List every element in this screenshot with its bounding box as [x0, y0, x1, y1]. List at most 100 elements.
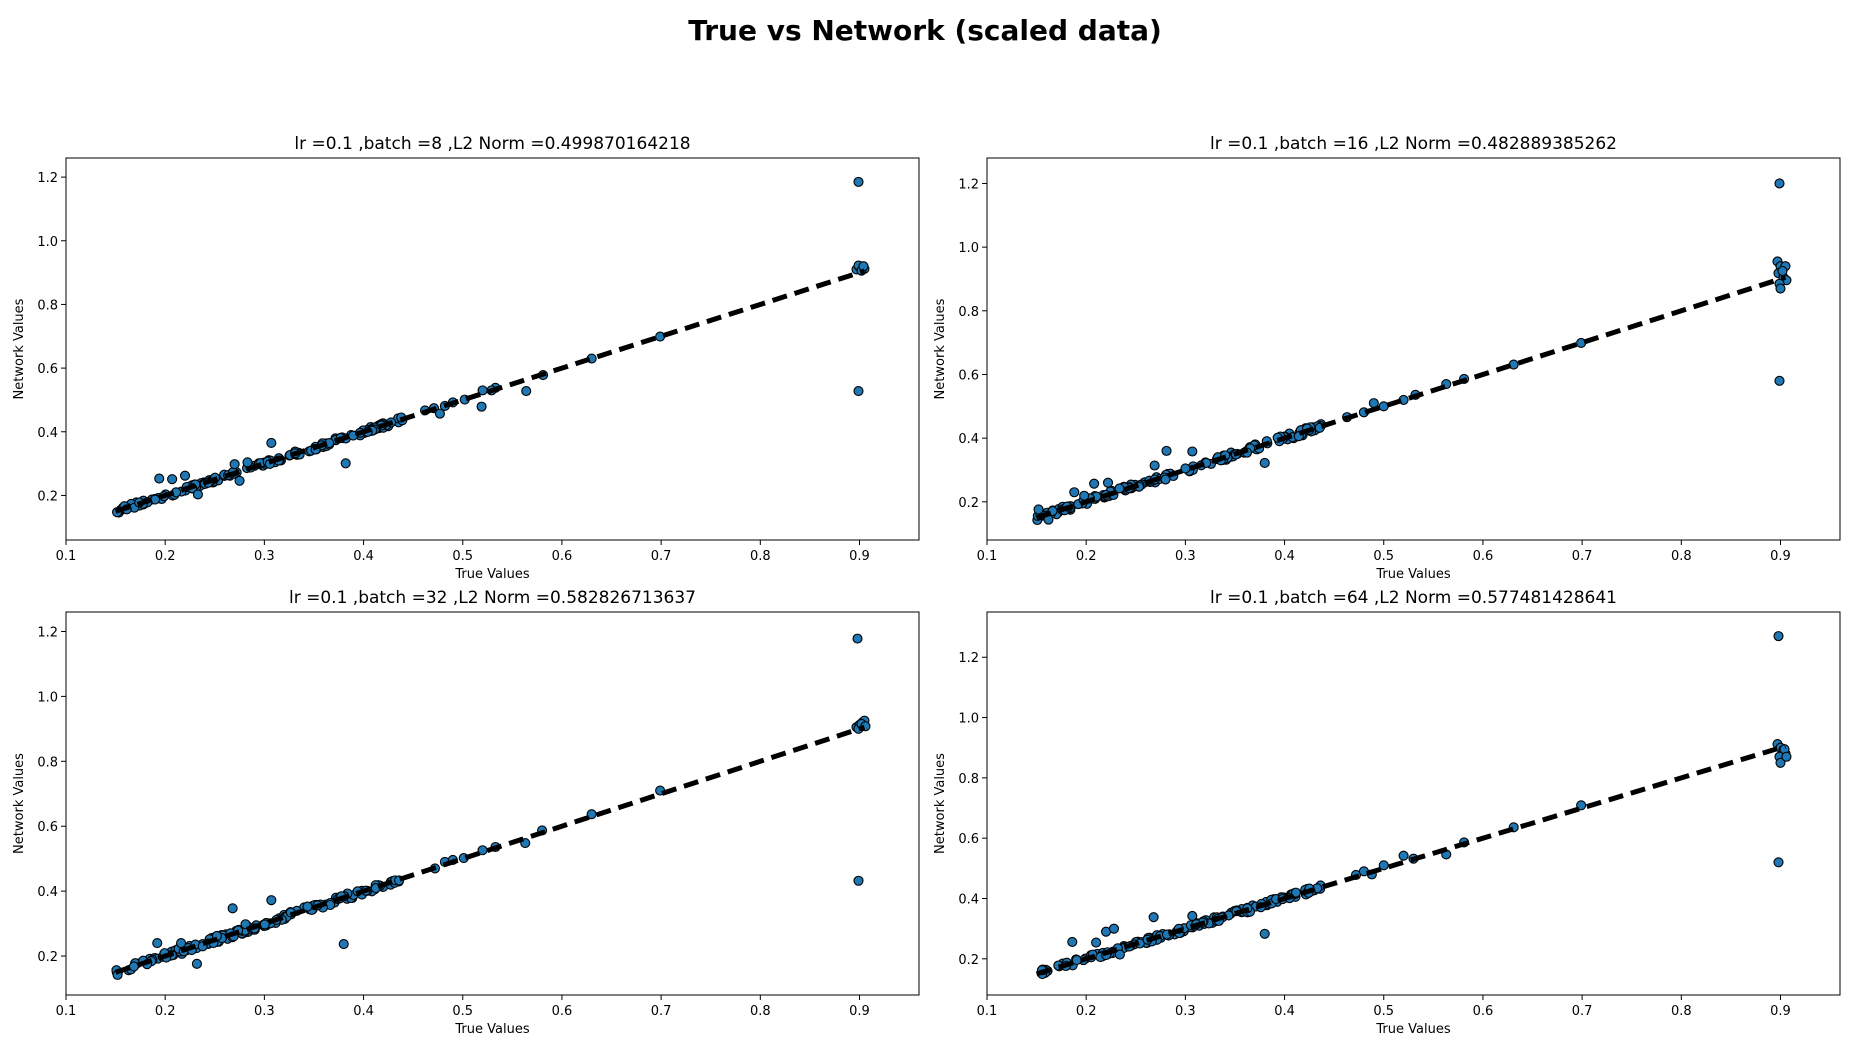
- data-point: [1149, 460, 1160, 471]
- data-point: [586, 809, 597, 820]
- data-point: [1102, 477, 1114, 488]
- x-tick-label: 0.8: [1671, 1004, 1692, 1019]
- y-tick-label: 0.2: [37, 489, 58, 504]
- data-point: [1069, 487, 1080, 498]
- data-point: [234, 475, 245, 486]
- subplot-2: lr =0.1 ,batch =16 ,L2 Norm =0.482889385…: [933, 134, 1841, 582]
- y-tick-label: 0.4: [958, 432, 979, 447]
- data-point: [1114, 949, 1125, 960]
- data-point: [1071, 955, 1082, 966]
- data-point: [1161, 445, 1172, 456]
- reference-line: [114, 724, 866, 975]
- figure-title: True vs Network (scaled data): [688, 14, 1162, 47]
- x-tick-label: 0.3: [254, 549, 275, 564]
- data-point: [1187, 910, 1198, 922]
- x-tick-label: 0.2: [1076, 549, 1097, 564]
- data-point: [1775, 757, 1786, 768]
- x-tick-label: 0.8: [750, 1004, 771, 1019]
- data-point: [229, 459, 240, 470]
- y-tick-label: 0.6: [958, 832, 979, 847]
- x-axis-label: True Values: [454, 1022, 529, 1037]
- x-tick-label: 0.5: [452, 549, 473, 564]
- y-tick-label: 1.2: [37, 171, 58, 186]
- x-tick-label: 0.1: [56, 1004, 77, 1019]
- axes-frame: [986, 157, 1841, 541]
- data-point: [1781, 751, 1792, 762]
- y-tick-label: 0.4: [958, 892, 979, 907]
- x-tick-label: 0.2: [155, 549, 176, 564]
- y-tick-label: 0.6: [958, 368, 979, 383]
- y-tick-label: 0.8: [37, 755, 58, 770]
- data-point: [1089, 478, 1100, 489]
- y-tick-label: 1.2: [958, 651, 979, 666]
- y-tick-label: 1.2: [958, 177, 979, 192]
- data-point: [853, 385, 864, 397]
- subplot-title: lr =0.1 ,batch =8 ,L2 Norm =0.4998701642…: [294, 134, 690, 154]
- y-tick-label: 0.4: [37, 426, 58, 441]
- x-tick-label: 0.8: [750, 549, 771, 564]
- y-tick-label: 0.6: [37, 820, 58, 835]
- data-point: [521, 385, 532, 397]
- data-point: [176, 938, 187, 949]
- x-tick-label: 0.1: [977, 1004, 998, 1019]
- data-point: [227, 903, 238, 914]
- y-axis-label: Network Values: [933, 298, 948, 399]
- y-tick-label: 0.2: [37, 950, 58, 965]
- subplot-3: lr =0.1 ,batch =32 ,L2 Norm =0.582826713…: [12, 588, 920, 1037]
- y-tick-label: 0.8: [37, 298, 58, 313]
- reference-line: [1035, 274, 1787, 521]
- x-tick-label: 0.6: [552, 1004, 573, 1019]
- x-tick-label: 0.1: [56, 549, 77, 564]
- x-tick-label: 0.6: [1473, 1004, 1494, 1019]
- x-tick-label: 0.4: [353, 1004, 374, 1019]
- data-point: [167, 474, 178, 485]
- data-point: [259, 919, 270, 930]
- data-point: [1033, 504, 1044, 515]
- data-point: [1774, 375, 1785, 386]
- subplot-title: lr =0.1 ,batch =32 ,L2 Norm =0.582826713…: [289, 588, 696, 608]
- reference-line: [114, 268, 866, 514]
- data-point: [1775, 283, 1786, 294]
- y-tick-label: 0.6: [37, 362, 58, 377]
- y-tick-label: 1.2: [37, 625, 58, 640]
- data-point: [1576, 800, 1587, 811]
- y-tick-label: 0.4: [37, 885, 58, 900]
- reference-line: [1035, 743, 1787, 977]
- x-tick-label: 0.8: [1671, 549, 1692, 564]
- x-tick-label: 0.7: [1572, 1004, 1593, 1019]
- y-tick-label: 1.0: [37, 690, 58, 705]
- axes-frame: [65, 157, 920, 541]
- data-point: [154, 473, 165, 484]
- x-tick-label: 0.4: [1274, 549, 1295, 564]
- data-point: [1773, 857, 1784, 868]
- x-tick-label: 0.7: [651, 549, 672, 564]
- subplot-title: lr =0.1 ,batch =64 ,L2 Norm =0.577481428…: [1210, 588, 1617, 608]
- y-axis-label: Network Values: [12, 753, 27, 854]
- data-point: [340, 458, 351, 469]
- data-point: [1259, 928, 1270, 939]
- y-tick-label: 1.0: [958, 712, 979, 727]
- x-tick-label: 0.6: [552, 549, 573, 564]
- x-tick-label: 0.9: [849, 1004, 870, 1019]
- x-axis-label: True Values: [454, 567, 529, 582]
- y-axis-label: Network Values: [933, 753, 948, 854]
- subplot-4: lr =0.1 ,batch =64 ,L2 Norm =0.577481428…: [933, 588, 1841, 1037]
- data-point: [1108, 923, 1120, 934]
- axes-frame: [986, 611, 1841, 996]
- x-tick-label: 0.1: [977, 549, 998, 564]
- data-point: [1160, 474, 1171, 485]
- data-point: [266, 895, 277, 906]
- y-tick-label: 1.0: [958, 241, 979, 256]
- data-point: [1187, 446, 1198, 457]
- data-point: [852, 633, 863, 644]
- x-tick-label: 0.3: [1175, 549, 1196, 564]
- data-point: [1091, 937, 1102, 948]
- y-tick-label: 0.2: [958, 953, 979, 968]
- data-point: [1398, 850, 1409, 861]
- x-tick-label: 0.9: [1770, 1004, 1791, 1019]
- data-point: [1774, 178, 1785, 189]
- y-tick-label: 0.2: [958, 496, 979, 511]
- x-tick-label: 0.5: [452, 1004, 473, 1019]
- x-axis-label: True Values: [1375, 1022, 1450, 1037]
